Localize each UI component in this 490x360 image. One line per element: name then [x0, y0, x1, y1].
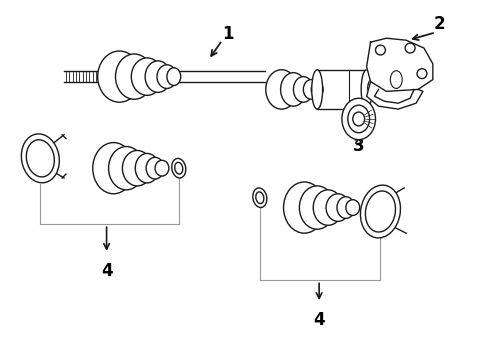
Ellipse shape: [131, 58, 163, 95]
Ellipse shape: [122, 150, 152, 186]
Ellipse shape: [266, 70, 297, 109]
Ellipse shape: [93, 143, 134, 194]
Ellipse shape: [145, 61, 171, 93]
Ellipse shape: [284, 182, 325, 233]
Ellipse shape: [253, 188, 267, 207]
Ellipse shape: [256, 192, 264, 203]
Ellipse shape: [167, 68, 181, 85]
Ellipse shape: [312, 70, 322, 109]
Ellipse shape: [155, 160, 169, 176]
Ellipse shape: [299, 186, 335, 229]
Ellipse shape: [281, 73, 306, 106]
Ellipse shape: [109, 147, 144, 190]
Text: 3: 3: [353, 136, 365, 154]
Text: 4: 4: [313, 311, 325, 329]
Ellipse shape: [346, 200, 360, 215]
Circle shape: [417, 69, 427, 78]
Ellipse shape: [146, 157, 164, 179]
Ellipse shape: [391, 71, 402, 89]
Ellipse shape: [361, 70, 372, 109]
Ellipse shape: [313, 190, 343, 225]
Ellipse shape: [353, 112, 365, 126]
Ellipse shape: [26, 140, 54, 177]
Text: 4: 4: [101, 262, 112, 280]
Ellipse shape: [342, 98, 375, 140]
Ellipse shape: [326, 194, 350, 221]
Ellipse shape: [172, 158, 186, 178]
Ellipse shape: [337, 197, 355, 219]
Text: 2: 2: [434, 15, 445, 33]
Ellipse shape: [303, 80, 319, 99]
Circle shape: [405, 43, 415, 53]
Ellipse shape: [175, 162, 183, 174]
Ellipse shape: [157, 65, 177, 89]
Ellipse shape: [98, 51, 141, 102]
Text: 1: 1: [222, 25, 234, 43]
Ellipse shape: [366, 191, 395, 232]
Ellipse shape: [311, 82, 323, 97]
Ellipse shape: [348, 105, 369, 133]
Ellipse shape: [361, 185, 400, 238]
Polygon shape: [367, 82, 423, 109]
Circle shape: [375, 45, 386, 55]
Ellipse shape: [294, 77, 313, 102]
Polygon shape: [367, 38, 433, 91]
Ellipse shape: [135, 153, 159, 183]
Ellipse shape: [22, 134, 59, 183]
Ellipse shape: [116, 54, 153, 99]
Ellipse shape: [368, 80, 375, 99]
